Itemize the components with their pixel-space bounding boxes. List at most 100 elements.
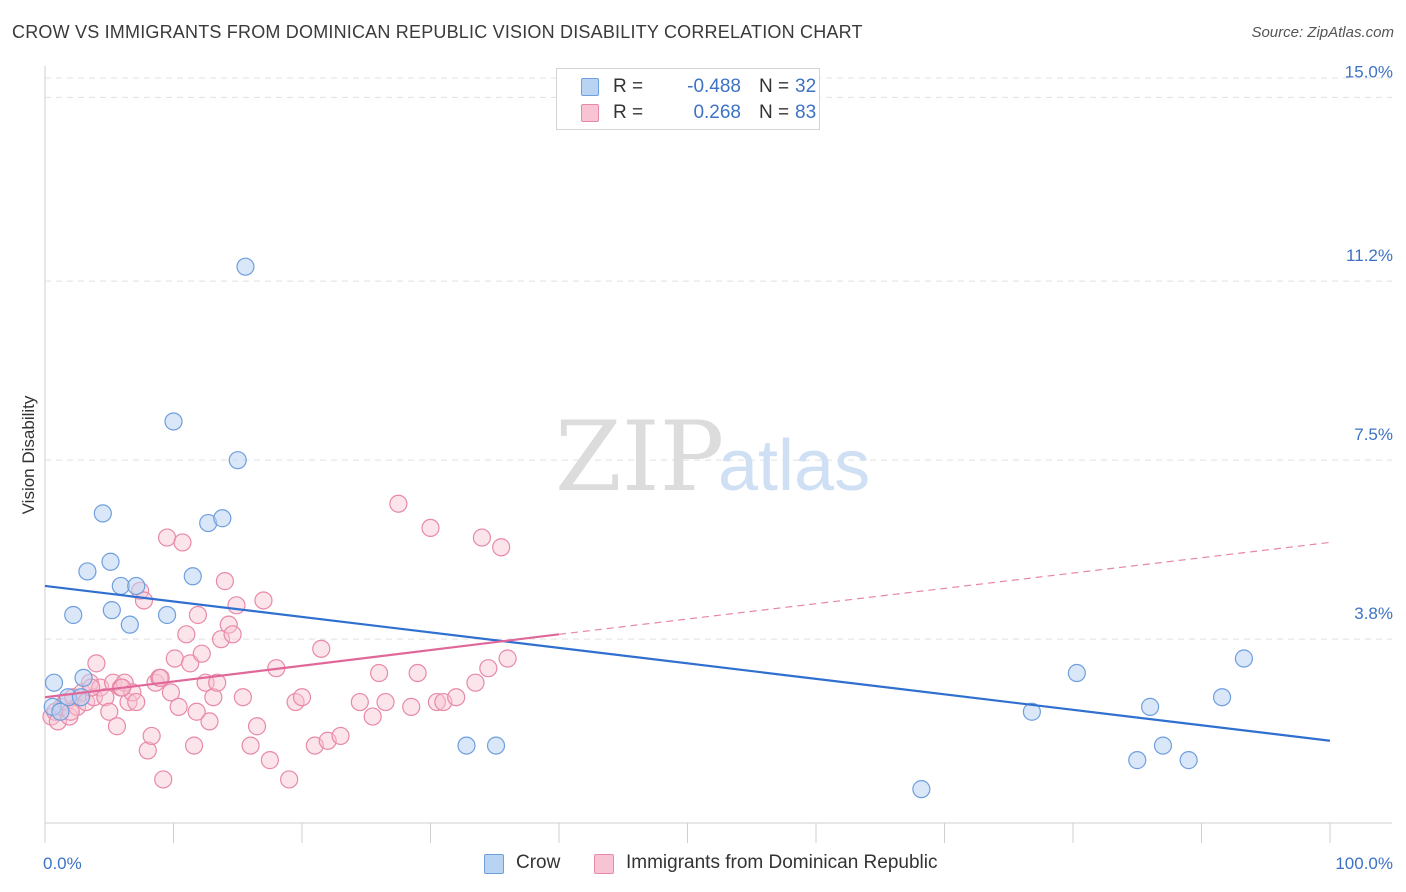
crow-point [51,702,70,721]
dominican-point [492,538,511,557]
crow-point [1128,751,1147,770]
dominican-point [127,692,146,712]
dominican-point [350,692,369,712]
dominican-point [479,659,498,678]
dominican-point [134,591,154,610]
series-dominican-points [42,494,517,789]
dominican-r-value: 0.268 [693,102,741,123]
dominican-point [466,673,485,692]
dominican-point [219,615,238,634]
crow-point [1140,697,1160,716]
dominican-point [280,770,299,789]
dominican-point [331,726,350,746]
crow-point [78,562,97,581]
watermark-zip: ZIP [555,401,724,513]
dominican-point [87,654,106,673]
dominican-point [241,736,260,755]
dominican-swatch [581,104,599,122]
correlation-legend: R = -0.488 N = 32 R = 0.268 N = 83 [556,68,820,130]
dominican-point [138,741,157,760]
dominican-point [254,591,273,610]
x-tick-label: 100.0% [1335,854,1393,873]
y-axis-label: Vision Disability [19,395,38,514]
dominican-point [204,688,223,707]
crow-point [102,601,121,620]
dominican-point [421,518,440,538]
dominican-point [389,494,408,513]
dominican-n-label: N = [759,102,790,123]
x-tick-label: 0.0% [43,854,82,873]
dominican-point [96,688,115,707]
dominican-point [157,528,177,547]
crow-point [236,257,255,276]
crow-point [93,504,112,523]
dominican-point [107,717,127,736]
dominican-point [161,683,181,702]
crow-point [1067,663,1086,683]
dominican-point [247,717,267,736]
crow-point [183,567,202,586]
trend-lines [44,541,1331,742]
dominican-point [215,572,234,591]
y-tick-label: 7.5% [1354,425,1393,444]
crow-point [101,552,120,571]
dominican-point [376,692,395,712]
crow-r-value: -0.488 [687,76,741,97]
crow-swatch [581,78,599,96]
crow-point [127,576,146,596]
crow-n-value: 32 [795,76,817,97]
dominican-point [181,654,200,673]
crow-point [157,605,177,625]
dominican-point [223,625,242,644]
dominican-point [227,596,246,615]
dominican-point [472,528,491,547]
dominican-point [184,736,204,755]
crow-point [213,509,232,528]
dominican-n-value: 83 [795,102,817,123]
dominican-point [498,649,517,668]
dominican-trend-extension [558,541,1331,635]
dominican-point [427,692,447,712]
crow-point [912,780,931,799]
crow-point [457,736,476,755]
dominican-point [100,702,119,721]
dominican-legend-swatch [594,854,614,874]
dominican-point [408,663,427,683]
dominican-point [200,712,219,731]
dominican-point [192,644,211,663]
crow-point [64,605,83,625]
chart-title: CROW VS IMMIGRANTS FROM DOMINICAN REPUBL… [12,22,863,42]
crow-point [486,736,506,755]
crow-trend-line [44,584,1331,742]
dominican-point [142,726,161,746]
crow-point [1179,751,1198,770]
watermark-atlas: atlas [718,426,870,506]
y-tick-label: 15.0% [1345,62,1393,81]
dominican-point [260,751,279,770]
dominican-point [402,697,421,716]
dominican-point [208,673,227,692]
y-tick-label: 11.2% [1346,246,1393,265]
dominican-point [187,702,206,721]
watermark: ZIP atlas [555,401,870,513]
dominican-trend-line [44,633,560,699]
crow-point [1234,649,1254,668]
dominican-point [447,688,466,707]
dominican-point [312,639,331,658]
grid-lines [45,77,1392,640]
crow-point [120,615,139,634]
crow-point [1212,688,1232,707]
dominican-point [165,649,184,668]
crow-point [44,673,64,692]
crow-legend-swatch [484,854,504,874]
dominican-point [169,697,188,716]
dominican-r-label: R = [613,102,644,123]
dominican-point [188,605,208,625]
series-crow-points [43,257,1254,799]
crow-n-label: N = [759,76,790,97]
dominican-point [173,533,192,552]
y-tick-label: 3.8% [1354,604,1393,623]
crow-legend-label: Crow [516,852,561,873]
crow-point [111,576,130,596]
crow-point [1022,702,1041,721]
